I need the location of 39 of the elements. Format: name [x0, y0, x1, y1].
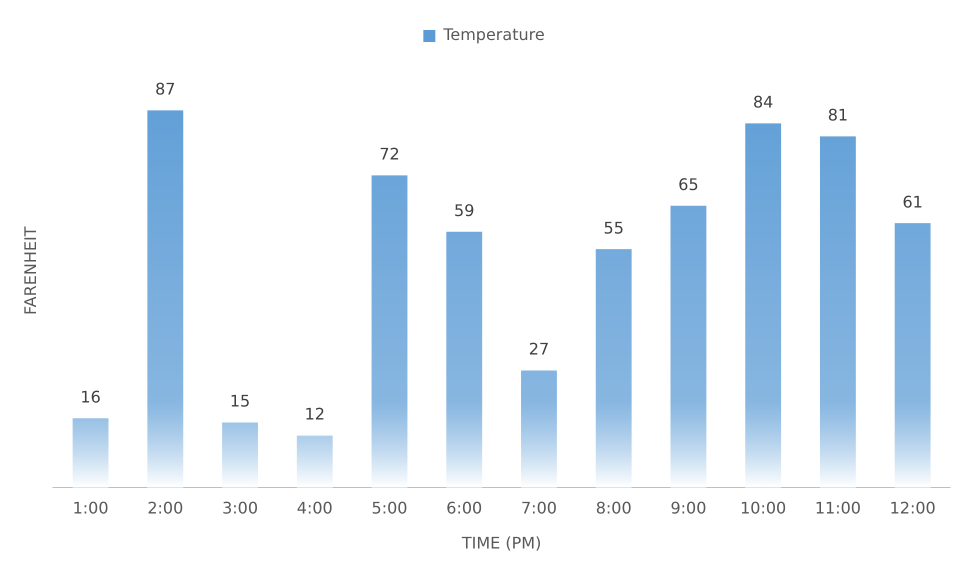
bar — [894, 223, 931, 488]
x-tick-label: 10:00 — [740, 498, 786, 518]
bar — [372, 175, 408, 488]
x-tick-label: 9:00 — [670, 498, 706, 518]
bar — [596, 249, 632, 488]
bar — [446, 232, 482, 488]
bar — [72, 418, 109, 488]
data-label: 81 — [828, 106, 848, 125]
x-tick-label: 5:00 — [372, 498, 408, 518]
data-label: 12 — [304, 404, 325, 424]
bar — [521, 370, 557, 488]
data-label: 59 — [454, 200, 474, 220]
data-label: 87 — [155, 80, 176, 99]
data-label: 61 — [902, 192, 923, 212]
x-tick-label: 12:00 — [890, 498, 936, 518]
x-tick-label: 7:00 — [521, 498, 557, 518]
bar — [147, 110, 184, 488]
bar — [820, 136, 856, 488]
data-label: 72 — [379, 144, 400, 164]
x-tick-label: 6:00 — [446, 498, 482, 518]
data-label: 27 — [528, 340, 550, 359]
x-tick-label: 2:00 — [147, 498, 184, 518]
x-tick-label: 4:00 — [296, 498, 333, 518]
x-axis-title: TIME (PM) — [460, 534, 542, 553]
bar — [670, 206, 706, 488]
x-tick-label: 1:00 — [72, 498, 109, 518]
data-label: 55 — [604, 218, 624, 238]
x-tick-label: 3:00 — [222, 498, 258, 518]
legend-label: Temperature — [442, 25, 545, 44]
x-tick-label: 8:00 — [596, 498, 632, 518]
data-label: 84 — [752, 92, 774, 112]
bar — [222, 422, 258, 488]
data-label: 65 — [678, 174, 699, 194]
data-label: 16 — [80, 387, 101, 406]
bar — [745, 123, 782, 488]
data-label: 15 — [230, 392, 250, 411]
x-tick-label: 11:00 — [814, 498, 861, 518]
y-axis-title: FARENHEIT — [20, 226, 40, 316]
bar — [296, 436, 333, 488]
